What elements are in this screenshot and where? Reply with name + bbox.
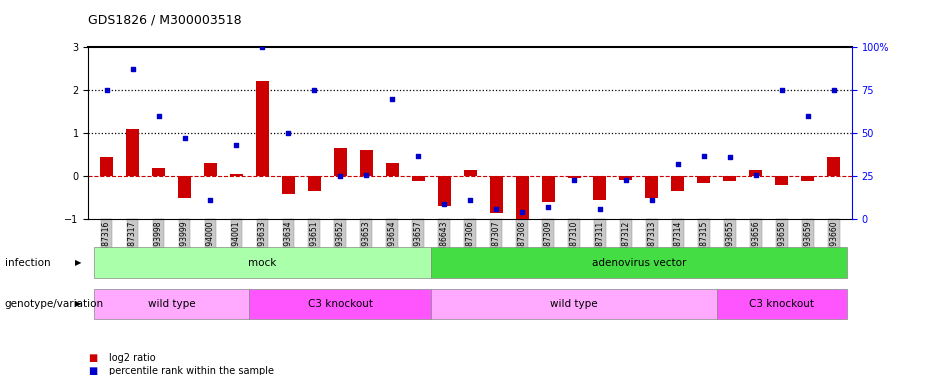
Point (437, 201, 452, 207)
Point (307, 87, 322, 93)
Bar (101, 157, 113, 176)
Bar (568, 176, 581, 178)
Text: C3 knockout: C3 knockout (749, 299, 815, 309)
Bar (697, 176, 710, 183)
Bar (723, 176, 736, 181)
Bar (619, 176, 632, 180)
Bar (828, 157, 840, 176)
Bar (438, 176, 451, 206)
FancyBboxPatch shape (431, 248, 846, 278)
Point (618, 177, 633, 183)
Text: C3 knockout: C3 knockout (308, 299, 372, 309)
Point (177, 135, 192, 141)
Point (333, 173, 348, 179)
Point (385, 96, 399, 102)
Bar (749, 170, 762, 176)
Text: ▶: ▶ (74, 258, 81, 267)
Bar (776, 176, 789, 185)
Point (722, 154, 737, 160)
Bar (464, 170, 477, 176)
Point (255, 44, 270, 50)
Bar (802, 176, 815, 182)
Bar (671, 176, 684, 191)
FancyBboxPatch shape (250, 289, 431, 319)
Bar (178, 176, 191, 198)
Point (801, 113, 816, 119)
Point (281, 130, 296, 136)
Text: ■: ■ (88, 353, 98, 363)
Point (229, 142, 244, 148)
Text: wild type: wild type (550, 299, 598, 309)
Point (203, 197, 218, 203)
Point (100, 87, 115, 93)
Point (567, 177, 582, 183)
Text: percentile rank within the sample: percentile rank within the sample (109, 366, 274, 375)
Point (592, 206, 607, 212)
Text: ■: ■ (88, 366, 98, 375)
Point (749, 171, 763, 177)
FancyBboxPatch shape (431, 289, 717, 319)
Bar (282, 176, 295, 194)
Text: adenovirus vector: adenovirus vector (592, 258, 686, 267)
Bar (490, 176, 503, 213)
Bar (152, 168, 165, 176)
Bar (516, 176, 529, 219)
Point (358, 171, 373, 177)
Bar (230, 174, 243, 176)
Text: mock: mock (249, 258, 277, 267)
Point (489, 206, 504, 212)
Text: genotype/variation: genotype/variation (5, 299, 103, 309)
Text: GDS1826 / M300003518: GDS1826 / M300003518 (88, 13, 242, 26)
Bar (308, 176, 321, 191)
Point (515, 210, 530, 216)
Text: wild type: wild type (148, 299, 196, 309)
Bar (645, 176, 658, 198)
Point (644, 197, 659, 203)
Point (775, 87, 789, 93)
Bar (593, 176, 606, 200)
Point (151, 113, 166, 119)
Text: log2 ratio: log2 ratio (109, 353, 155, 363)
Bar (542, 176, 555, 202)
Bar (126, 129, 139, 176)
Bar (256, 81, 269, 176)
Bar (204, 164, 217, 176)
Point (696, 153, 711, 159)
FancyBboxPatch shape (94, 248, 431, 278)
Bar (412, 176, 425, 181)
Bar (334, 148, 347, 176)
Text: ▶: ▶ (74, 299, 81, 308)
Point (826, 87, 841, 93)
Point (125, 66, 140, 72)
Point (411, 153, 425, 159)
Point (463, 197, 478, 203)
FancyBboxPatch shape (717, 289, 846, 319)
FancyBboxPatch shape (94, 289, 250, 319)
Bar (359, 150, 372, 176)
Point (541, 204, 556, 210)
Text: infection: infection (5, 258, 50, 267)
Bar (385, 164, 398, 176)
Point (670, 161, 685, 167)
